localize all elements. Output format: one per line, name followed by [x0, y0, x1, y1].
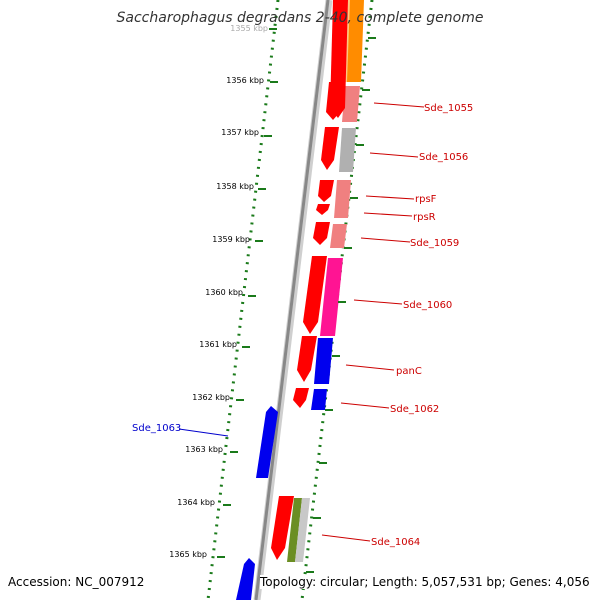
- genome-stats-label: Topology: circular; Length: 5,057,531 bp…: [260, 575, 590, 589]
- gene-label-sde-1063[interactable]: Sde_1063: [132, 423, 181, 434]
- genome-title: Saccharophagus degradans 2-40, complete …: [116, 10, 484, 26]
- cog-block: [287, 498, 302, 562]
- kbp-label: 1361 kbp: [199, 340, 237, 349]
- gene-label-leaders: [178, 102, 425, 542]
- gene-arrow[interactable]: [318, 180, 334, 202]
- cog-block: [334, 180, 351, 218]
- reverse-gene-track: [236, 406, 278, 600]
- gene-arrow[interactable]: [271, 496, 294, 560]
- kbp-label: 1362 kbp: [192, 393, 230, 402]
- kbp-label: 1359 kbp: [212, 235, 250, 244]
- gene-label-sde-1055[interactable]: Sde_1055: [424, 103, 473, 114]
- gene-arrow[interactable]: [303, 256, 327, 334]
- gene-label-sde-1056[interactable]: Sde_1056: [419, 152, 468, 163]
- gene-arrow[interactable]: [293, 388, 309, 408]
- cog-block: [330, 224, 347, 248]
- kbp-label: 1355 kbp: [230, 24, 268, 33]
- forward-gene-track: [271, 0, 348, 560]
- cog-track: [287, 0, 364, 562]
- gene-arrow[interactable]: [256, 406, 278, 478]
- kbp-label: 1357 kbp: [221, 128, 259, 137]
- kbp-label: 1358 kbp: [216, 182, 254, 191]
- kbp-label: 1356 kbp: [226, 76, 264, 85]
- cog-block: [342, 86, 360, 122]
- kbp-label: 1365 kbp: [169, 550, 207, 559]
- gene-label-sde-1064[interactable]: Sde_1064: [371, 537, 420, 548]
- inner-ticks: [217, 28, 278, 558]
- gene-arrow[interactable]: [321, 127, 339, 170]
- cog-block: [339, 128, 356, 172]
- cog-block: [295, 498, 310, 562]
- gene-arrow[interactable]: [316, 204, 330, 215]
- backbone: [254, 0, 330, 600]
- gene-arrow[interactable]: [297, 336, 317, 382]
- gene-label-panc[interactable]: panC: [396, 366, 422, 377]
- gene-label-sde-1062[interactable]: Sde_1062: [390, 404, 439, 415]
- outer-ticks: [306, 37, 376, 573]
- gene-arrow[interactable]: [236, 558, 255, 600]
- kbp-labels: 1355 kbp 1356 kbp 1357 kbp 1358 kbp 1359…: [169, 24, 268, 559]
- gene-arrow[interactable]: [326, 82, 344, 120]
- gene-label-rpsf[interactable]: rpsF: [415, 194, 437, 205]
- gene-label-sde-1059[interactable]: Sde_1059: [410, 238, 459, 249]
- gene-label-rpsr[interactable]: rpsR: [413, 212, 436, 223]
- cog-block: [320, 258, 343, 336]
- kbp-label: 1364 kbp: [177, 498, 215, 507]
- cog-block: [314, 338, 333, 384]
- gene-labels: Sde_1055 Sde_1056 rpsF rpsR Sde_1059 Sde…: [132, 103, 473, 548]
- gene-label-sde-1060[interactable]: Sde_1060: [403, 300, 452, 311]
- accession-label: Accession: NC_007912: [8, 575, 145, 589]
- kbp-label: 1363 kbp: [185, 445, 223, 454]
- gene-arrow[interactable]: [313, 222, 330, 245]
- cog-block: [345, 0, 364, 82]
- kbp-label: 1360 kbp: [205, 288, 243, 297]
- cog-block: [311, 389, 327, 410]
